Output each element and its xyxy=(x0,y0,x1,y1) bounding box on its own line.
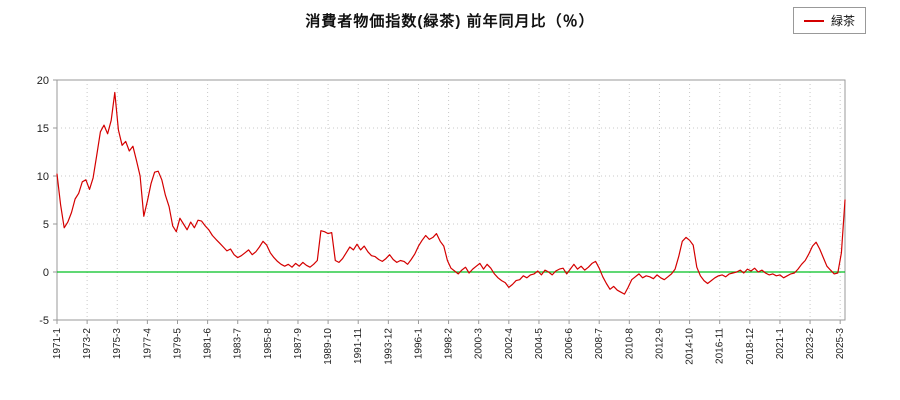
x-tick-label: 1993-12 xyxy=(383,328,394,365)
y-tick-label: -5 xyxy=(39,315,49,327)
x-tick-label: 2002-4 xyxy=(504,328,515,360)
y-tick-label: 10 xyxy=(37,171,49,183)
x-tick-label: 1979-5 xyxy=(172,328,183,360)
x-tick-label: 2008-7 xyxy=(594,328,605,360)
y-tick-label: 20 xyxy=(37,75,49,87)
x-tick-label: 1981-6 xyxy=(203,328,214,360)
y-tick-label: 0 xyxy=(43,267,49,279)
y-tick-label: 5 xyxy=(43,219,49,231)
chart-title: 消費者物価指数(緑茶) 前年同月比（％） xyxy=(305,13,595,30)
legend-label: 緑茶 xyxy=(830,14,855,28)
x-tick-label: 1973-2 xyxy=(82,328,93,360)
x-tick-label: 2010-8 xyxy=(624,328,635,360)
y-tick-label: 15 xyxy=(37,123,49,135)
x-tick-label: 2023-2 xyxy=(805,328,816,360)
x-tick-label: 1985-8 xyxy=(263,328,274,360)
x-tick-label: 1989-10 xyxy=(323,328,334,365)
x-tick-label: 2014-10 xyxy=(685,328,696,365)
x-tick-label: 1996-1 xyxy=(413,328,424,360)
x-tick-label: 2000-3 xyxy=(474,328,485,360)
x-tick-label: 2004-5 xyxy=(534,328,545,360)
x-tick-label: 1977-4 xyxy=(142,328,153,360)
x-tick-label: 2021-1 xyxy=(775,328,786,360)
x-tick-label: 1975-3 xyxy=(112,328,123,360)
x-tick-label: 1971-1 xyxy=(52,328,63,360)
x-tick-label: 1998-2 xyxy=(444,328,455,360)
x-tick-label: 1983-7 xyxy=(233,328,244,360)
plot-area xyxy=(56,79,846,321)
x-tick-label: 1987-9 xyxy=(293,328,304,360)
series-line-green-tea xyxy=(56,91,846,295)
x-tick-label: 2006-6 xyxy=(564,328,575,360)
x-tick-label: 2025-3 xyxy=(835,328,846,360)
x-tick-label: 2016-11 xyxy=(715,328,726,364)
legend-series-line-icon xyxy=(803,19,824,22)
legend: 緑茶 xyxy=(792,7,866,34)
x-tick-label: 2018-12 xyxy=(745,328,756,365)
x-tick-label: 1991-11 xyxy=(353,328,364,364)
x-tick-label: 2012-9 xyxy=(654,328,665,360)
